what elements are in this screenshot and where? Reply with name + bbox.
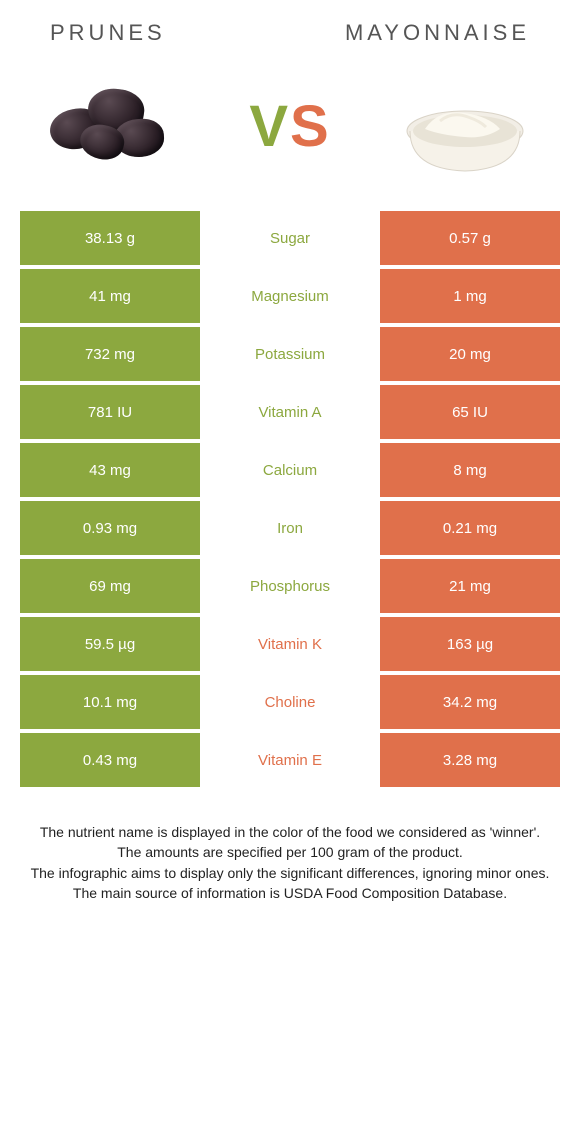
- infographic-container: PRUNES MAYONNAISE VS: [0, 0, 580, 903]
- table-row: 59.5 µgVitamin K163 µg: [20, 617, 560, 671]
- cell-nutrient-name: Potassium: [200, 327, 380, 381]
- cell-nutrient-name: Vitamin E: [200, 733, 380, 787]
- cell-left-value: 41 mg: [20, 269, 200, 323]
- table-row: 732 mgPotassium20 mg: [20, 327, 560, 381]
- cell-left-value: 0.93 mg: [20, 501, 200, 555]
- footer-line-2: The amounts are specified per 100 gram o…: [30, 842, 550, 862]
- cell-right-value: 163 µg: [380, 617, 560, 671]
- table-row: 38.13 gSugar0.57 g: [20, 211, 560, 265]
- table-row: 69 mgPhosphorus21 mg: [20, 559, 560, 613]
- cell-right-value: 8 mg: [380, 443, 560, 497]
- header: PRUNES MAYONNAISE: [20, 20, 560, 46]
- table-row: 10.1 mgCholine34.2 mg: [20, 675, 560, 729]
- vs-s: S: [290, 94, 331, 159]
- footer-line-4: The main source of information is USDA F…: [30, 883, 550, 903]
- cell-nutrient-name: Phosphorus: [200, 559, 380, 613]
- cell-left-value: 59.5 µg: [20, 617, 200, 671]
- cell-right-value: 3.28 mg: [380, 733, 560, 787]
- footer-line-3: The infographic aims to display only the…: [30, 863, 550, 883]
- cell-right-value: 0.57 g: [380, 211, 560, 265]
- cell-right-value: 0.21 mg: [380, 501, 560, 555]
- cell-nutrient-name: Choline: [200, 675, 380, 729]
- nutrient-table: 38.13 gSugar0.57 g41 mgMagnesium1 mg732 …: [20, 211, 560, 787]
- cell-right-value: 21 mg: [380, 559, 560, 613]
- cell-nutrient-name: Vitamin A: [200, 385, 380, 439]
- title-left: PRUNES: [50, 20, 166, 46]
- title-right: MAYONNAISE: [345, 20, 530, 46]
- cell-nutrient-name: Vitamin K: [200, 617, 380, 671]
- cell-left-value: 732 mg: [20, 327, 200, 381]
- vs-v: V: [249, 94, 290, 159]
- table-row: 0.43 mgVitamin E3.28 mg: [20, 733, 560, 787]
- table-row: 43 mgCalcium8 mg: [20, 443, 560, 497]
- table-row: 41 mgMagnesium1 mg: [20, 269, 560, 323]
- cell-right-value: 65 IU: [380, 385, 560, 439]
- mayo-image: [390, 71, 540, 181]
- prunes-image: [40, 71, 190, 181]
- cell-nutrient-name: Sugar: [200, 211, 380, 265]
- cell-nutrient-name: Iron: [200, 501, 380, 555]
- cell-left-value: 10.1 mg: [20, 675, 200, 729]
- cell-left-value: 38.13 g: [20, 211, 200, 265]
- footer-notes: The nutrient name is displayed in the co…: [20, 822, 560, 903]
- cell-right-value: 34.2 mg: [380, 675, 560, 729]
- vs-row: VS: [20, 71, 560, 181]
- cell-right-value: 1 mg: [380, 269, 560, 323]
- vs-label: VS: [249, 93, 330, 160]
- table-row: 781 IUVitamin A65 IU: [20, 385, 560, 439]
- table-row: 0.93 mgIron0.21 mg: [20, 501, 560, 555]
- cell-left-value: 69 mg: [20, 559, 200, 613]
- cell-left-value: 781 IU: [20, 385, 200, 439]
- cell-left-value: 0.43 mg: [20, 733, 200, 787]
- footer-line-1: The nutrient name is displayed in the co…: [30, 822, 550, 842]
- cell-right-value: 20 mg: [380, 327, 560, 381]
- cell-nutrient-name: Calcium: [200, 443, 380, 497]
- cell-left-value: 43 mg: [20, 443, 200, 497]
- cell-nutrient-name: Magnesium: [200, 269, 380, 323]
